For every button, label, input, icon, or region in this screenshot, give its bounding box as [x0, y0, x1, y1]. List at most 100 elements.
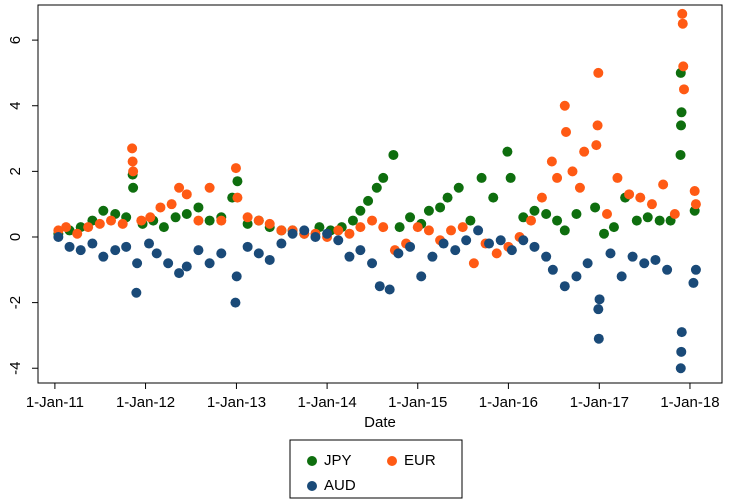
point [505, 172, 516, 183]
y-tick-label: 4 [7, 102, 24, 110]
point [416, 271, 427, 282]
point [593, 333, 604, 344]
point [87, 238, 98, 249]
point [571, 271, 582, 282]
point [128, 182, 139, 193]
point [502, 146, 513, 157]
point [676, 327, 687, 338]
point [344, 228, 355, 239]
point [230, 163, 241, 174]
point [559, 281, 570, 292]
point [393, 248, 404, 259]
point [541, 209, 552, 220]
point [193, 202, 204, 213]
point [264, 254, 275, 265]
point [253, 215, 264, 226]
point [232, 192, 243, 203]
point [94, 218, 105, 229]
point [546, 156, 557, 167]
point [658, 179, 669, 190]
point [388, 149, 399, 160]
point [446, 225, 457, 236]
point [367, 215, 378, 226]
y-tick-label: 0 [7, 233, 24, 241]
point [582, 258, 593, 269]
point [144, 238, 155, 249]
point [650, 254, 661, 265]
point [61, 222, 72, 233]
point [264, 218, 275, 229]
point [181, 209, 192, 220]
point [405, 241, 416, 252]
point [412, 222, 423, 233]
point [689, 186, 700, 197]
plot-frame [37, 4, 723, 384]
x-tick-label: 1-Jan-12 [116, 394, 175, 411]
point [216, 215, 227, 226]
point [605, 248, 616, 259]
point [423, 225, 434, 236]
point [654, 215, 665, 226]
point [627, 251, 638, 262]
point [64, 241, 75, 252]
point [518, 235, 529, 246]
point [635, 192, 646, 203]
legend-label: EUR [404, 452, 436, 469]
point [127, 156, 138, 167]
point [457, 222, 468, 233]
point [166, 199, 177, 210]
point [676, 107, 687, 118]
point [484, 238, 495, 249]
point [367, 258, 378, 269]
point [536, 192, 547, 203]
point [438, 238, 449, 249]
point [394, 222, 405, 233]
point [333, 235, 344, 246]
point [384, 284, 395, 295]
point [193, 215, 204, 226]
y-tick-label: -4 [7, 362, 24, 375]
point [170, 212, 181, 223]
point [136, 215, 147, 226]
point [675, 363, 686, 374]
point [242, 241, 253, 252]
point [181, 189, 192, 200]
point [355, 222, 366, 233]
point [378, 222, 389, 233]
x-tick-label: 1-Jan-17 [570, 394, 629, 411]
point [98, 205, 109, 216]
legend-label: JPY [324, 452, 352, 469]
point [476, 172, 487, 183]
point [242, 212, 253, 223]
point [593, 304, 604, 315]
point [204, 215, 215, 226]
point [468, 258, 479, 269]
point [216, 248, 227, 259]
point [677, 8, 688, 19]
point [174, 182, 185, 193]
point [529, 205, 540, 216]
point [639, 258, 650, 269]
point [608, 222, 619, 233]
point [592, 120, 603, 131]
point [230, 297, 241, 308]
point [355, 245, 366, 256]
point [299, 225, 310, 236]
point [669, 209, 680, 220]
point [310, 231, 321, 242]
point [193, 245, 204, 256]
point [593, 67, 604, 78]
point [423, 205, 434, 216]
point [181, 261, 192, 272]
point [163, 258, 174, 269]
point [602, 209, 613, 220]
point [374, 281, 385, 292]
point [151, 248, 162, 259]
point [232, 176, 243, 187]
point [631, 215, 642, 226]
y-tick-label: 6 [7, 36, 24, 44]
point [662, 264, 673, 275]
point [378, 172, 389, 183]
point [488, 192, 499, 203]
legend-marker [307, 481, 317, 491]
